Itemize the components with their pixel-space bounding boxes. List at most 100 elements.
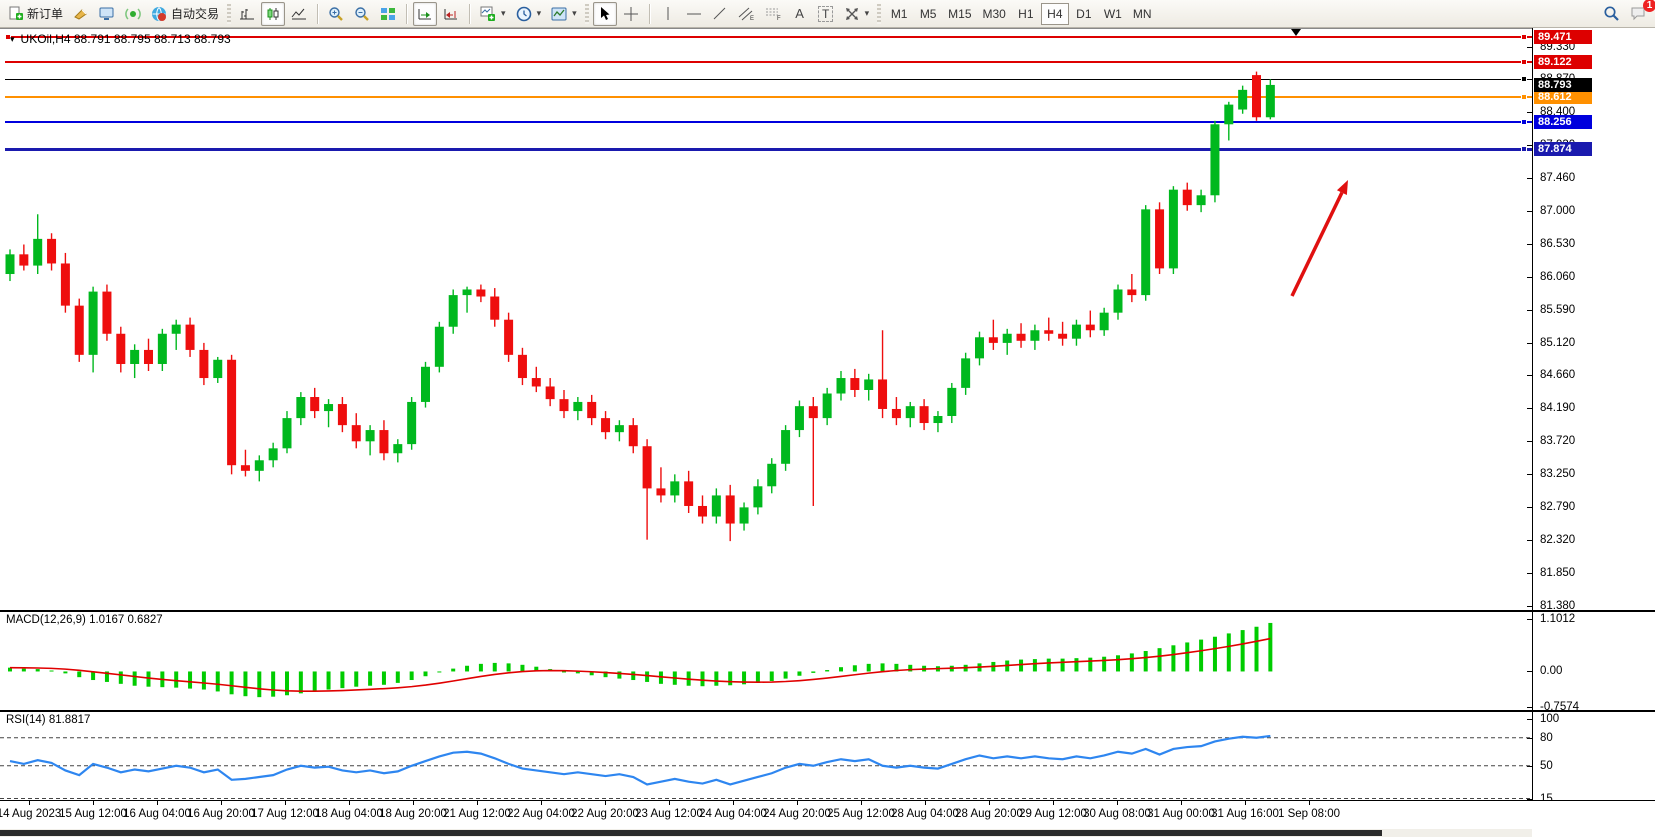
time-label: 28 Aug 20:00 (955, 808, 1023, 820)
timeframe-w1[interactable]: W1 (1103, 6, 1122, 21)
line-chart-button[interactable] (287, 2, 311, 26)
cursor-button[interactable] (592, 1, 617, 26)
horizontal-line-88.256[interactable] (5, 121, 1532, 124)
equidistant-channel-button[interactable]: E (734, 2, 759, 26)
vertical-line-icon (667, 7, 669, 20)
periods-button[interactable]: ▾ (512, 2, 546, 26)
crosshair-button[interactable] (619, 2, 643, 26)
current-price-badge: 88.793 (1534, 77, 1592, 92)
templates-button[interactable]: ▾ (547, 2, 581, 26)
timeframe-h1[interactable]: H1 (1018, 6, 1034, 21)
indicators-button[interactable]: ▾ (476, 2, 510, 26)
horizontal-line-button[interactable] (682, 2, 706, 26)
line-handle[interactable] (5, 34, 11, 41)
line-handle[interactable] (1521, 76, 1527, 83)
search-button[interactable] (1599, 2, 1624, 26)
rsi-axis-label: 80 (1540, 731, 1553, 744)
horizontal-scrollbar[interactable] (0, 829, 1532, 837)
time-tick (1117, 801, 1118, 805)
rsi-panel[interactable]: RSI(14) 81.8817 (0, 712, 1533, 800)
notifications-button[interactable]: 1 (1626, 0, 1655, 26)
zoom-out-button[interactable] (350, 2, 374, 26)
horizontal-line-88.87[interactable] (5, 78, 1532, 80)
timeframe-d1[interactable]: D1 (1076, 6, 1092, 21)
price-tick (1527, 243, 1533, 245)
auto-scroll-icon (418, 8, 432, 19)
timeframe-m5[interactable]: M5 (919, 6, 937, 21)
price-tick (1527, 79, 1533, 81)
auto-scroll-button[interactable] (413, 1, 438, 26)
time-label: 25 Aug 12:00 (827, 808, 895, 820)
bar-chart-button[interactable] (235, 2, 259, 26)
horizontal-line-89.122[interactable] (5, 60, 1532, 63)
line-handle[interactable] (1521, 119, 1527, 126)
svg-text:F: F (777, 16, 781, 21)
autotrading-button[interactable]: 自动交易 (147, 2, 223, 26)
zoom-out-icon (355, 6, 369, 21)
tile-windows-button[interactable] (376, 2, 400, 26)
signal-button[interactable] (121, 2, 145, 26)
time-tick (541, 801, 542, 805)
horizontal-line-87.874[interactable] (5, 147, 1532, 151)
scrollbar-thumb[interactable] (0, 830, 1382, 836)
rsi-axis-label: 50 (1540, 759, 1553, 772)
annotation-arrow[interactable] (0, 28, 1533, 610)
line-handle[interactable] (1521, 94, 1527, 101)
timeframe-m30[interactable]: M30 (982, 6, 1006, 21)
arrows-tool-button[interactable]: ▾ (840, 2, 874, 26)
line-handle[interactable] (1521, 146, 1527, 153)
macd-chart (8, 622, 1273, 698)
line-handle[interactable] (1521, 58, 1527, 65)
price-badge-89.122: 89.122 (1534, 54, 1592, 69)
panel-divider[interactable] (0, 610, 1655, 612)
brush-icon (74, 8, 87, 20)
horizontal-line-89.471[interactable] (5, 36, 1532, 39)
chevron-down-icon: ▾ (501, 8, 506, 18)
timeframe-m1[interactable]: M1 (890, 6, 908, 21)
zoom-in-button[interactable] (324, 2, 348, 26)
macd-panel[interactable]: MACD(12,26,9) 1.0167 0.6827 (0, 612, 1533, 710)
price-tick-label: 87.460 (1540, 172, 1576, 185)
separator (317, 3, 319, 24)
timeframe-mn[interactable]: MN (1132, 6, 1152, 21)
timeframe-h4[interactable]: H4 (1040, 2, 1069, 25)
price-tick-label: 86.060 (1540, 270, 1576, 283)
time-tick (797, 801, 798, 805)
clock-icon (516, 6, 531, 21)
line-handle[interactable] (1521, 34, 1527, 41)
candlestick-chart-button[interactable] (261, 1, 286, 26)
signal-icon (125, 7, 141, 20)
toolbar-grip (227, 3, 232, 24)
vertical-line-button[interactable] (656, 2, 680, 26)
time-label: 23 Aug 12:00 (635, 808, 703, 820)
price-tick-label: 82.790 (1540, 500, 1576, 513)
time-axis[interactable]: 14 Aug 2023 15 Aug 12:00 16 Aug 04:00 16 Au… (0, 800, 1655, 827)
chart-shift-marker (1291, 29, 1301, 36)
price-tick (1527, 441, 1533, 443)
text-tool-button[interactable]: A (788, 2, 812, 26)
time-label: 14 Aug 2023 (0, 808, 62, 820)
toolbar: 新订单 自动交易 ▾ ▾ (0, 0, 1655, 28)
text-label-icon: T (817, 5, 834, 22)
chart-shift-button[interactable] (439, 2, 463, 26)
new-order-button[interactable]: 新订单 (4, 2, 67, 26)
trendline-button[interactable] (708, 2, 732, 26)
chart-title-text: UKOil,H4 88.791 88.795 88.713 88.793 (20, 32, 231, 46)
styler-button[interactable] (69, 2, 93, 26)
line-chart-icon (291, 8, 307, 19)
text-label-button[interactable]: T (814, 2, 838, 26)
horizontal-line-88.612[interactable] (5, 96, 1532, 99)
market-watch-button[interactable] (95, 2, 119, 26)
time-label: 31 Aug 16:00 (1211, 808, 1279, 820)
price-tick (1527, 605, 1533, 607)
notification-badge: 1 (1643, 0, 1655, 12)
timeframe-m15[interactable]: M15 (948, 6, 972, 21)
price-tick-label: 83.250 (1540, 468, 1576, 481)
channel-icon: E (738, 7, 754, 21)
search-icon (1604, 6, 1619, 21)
time-tick (93, 801, 94, 805)
fibonacci-button[interactable]: F (761, 2, 786, 26)
main-chart-panel[interactable]: ▾ UKOil,H4 88.791 88.795 88.713 88.793 (0, 28, 1533, 610)
panel-divider[interactable] (0, 710, 1655, 712)
price-tick-label: 84.660 (1540, 369, 1576, 382)
